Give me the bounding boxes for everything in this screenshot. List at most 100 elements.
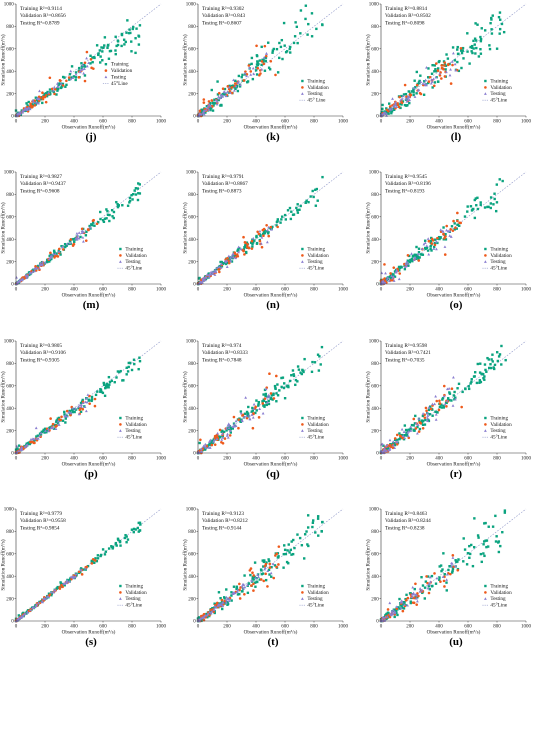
x-axis-title: Observation Runoff(m³/s)	[62, 124, 116, 131]
testing-point	[384, 271, 387, 275]
testing-point	[68, 241, 72, 244]
training-point	[418, 79, 421, 83]
validation-point	[238, 582, 241, 586]
testing-point	[205, 273, 209, 276]
training-point	[99, 210, 102, 214]
testing-point	[446, 229, 450, 233]
training-point	[307, 22, 310, 26]
legend-validation-marker	[119, 423, 122, 426]
training-point	[485, 370, 488, 373]
training-point	[97, 52, 100, 55]
training-point	[471, 51, 474, 55]
scatter-panel: 0 200 400 600 800 1000 0 200 400 600 800 1000 Observ…	[0, 337, 182, 561]
testing-point	[74, 237, 78, 240]
training-point	[402, 607, 406, 610]
training-point	[270, 575, 273, 578]
training-point	[65, 83, 68, 87]
training-point	[137, 521, 140, 525]
metric-label: Training R²=0.9302	[202, 6, 244, 12]
training-point	[74, 76, 78, 79]
legend-entry: Validation	[307, 422, 329, 428]
testing-point	[238, 83, 242, 87]
testing-point	[450, 564, 453, 568]
training-point	[137, 43, 141, 46]
validation-point	[427, 80, 431, 83]
training-point	[440, 569, 443, 573]
training-point	[212, 101, 215, 105]
training-point	[497, 355, 501, 358]
validation-point	[57, 418, 61, 421]
scatter-plot: 0 200 400 600 800 100002004006008001000Observ…	[182, 3, 349, 131]
testing-point	[226, 435, 230, 439]
training-point	[442, 406, 445, 409]
training-point	[137, 34, 140, 37]
validation-point	[41, 91, 44, 95]
training-point	[99, 388, 102, 391]
y-axis-title: Simulation Runoff(m³/s)	[0, 202, 7, 253]
training-point	[466, 210, 469, 213]
validation-point	[77, 76, 81, 79]
training-point	[61, 82, 65, 86]
validation-point	[53, 256, 56, 259]
validation-point	[95, 222, 99, 226]
validation-point	[446, 63, 450, 67]
x-tick-label: 200	[41, 457, 49, 462]
validation-point	[69, 238, 73, 241]
training-point	[306, 514, 310, 517]
training-point	[90, 399, 93, 403]
training-point	[232, 585, 236, 588]
testing-point	[38, 89, 41, 93]
training-point	[430, 236, 433, 240]
x-tick-label: 400	[252, 457, 260, 462]
training-point	[116, 43, 120, 47]
training-point	[433, 81, 437, 84]
testing-point	[52, 86, 56, 89]
testing-point	[199, 617, 202, 620]
testing-point	[197, 451, 201, 454]
legend-entry: Training	[490, 583, 508, 589]
training-point	[272, 392, 275, 395]
testing-point	[85, 64, 89, 68]
training-point	[213, 609, 216, 613]
training-point	[264, 394, 267, 398]
training-point	[270, 566, 273, 569]
training-point	[437, 80, 440, 83]
panel-label: (o)	[449, 299, 463, 311]
testing-point	[393, 102, 397, 106]
testing-point	[208, 438, 212, 442]
training-point	[125, 31, 128, 34]
y-tick-label: 200	[188, 429, 196, 434]
training-point	[455, 227, 458, 230]
training-point	[280, 215, 284, 218]
x-tick-label: 400	[252, 288, 260, 293]
x-tick-label: 600	[99, 120, 107, 125]
training-point	[211, 606, 214, 610]
x-tick-label: 400	[70, 457, 78, 462]
training-point	[442, 226, 445, 229]
training-point	[427, 81, 430, 85]
training-point	[282, 21, 286, 25]
training-point	[256, 61, 259, 64]
training-point	[285, 385, 288, 388]
training-point	[251, 409, 255, 412]
testing-point	[256, 573, 260, 577]
testing-point	[209, 611, 213, 615]
validation-point	[93, 559, 97, 562]
x-tick-label: 800	[128, 457, 136, 462]
x-tick-label: 0	[197, 625, 200, 630]
training-point	[50, 594, 53, 597]
training-point	[306, 526, 310, 529]
training-point	[437, 60, 441, 64]
training-point	[478, 371, 482, 374]
training-point	[52, 249, 56, 252]
testing-point	[417, 417, 421, 420]
testing-point	[411, 585, 415, 589]
training-point	[280, 218, 283, 221]
testing-point	[237, 250, 240, 254]
validation-point	[274, 374, 278, 378]
testing-point	[203, 442, 207, 446]
training-point	[121, 204, 124, 207]
legend-entry: Training	[125, 415, 143, 421]
testing-point	[85, 400, 89, 404]
training-point	[433, 70, 436, 73]
